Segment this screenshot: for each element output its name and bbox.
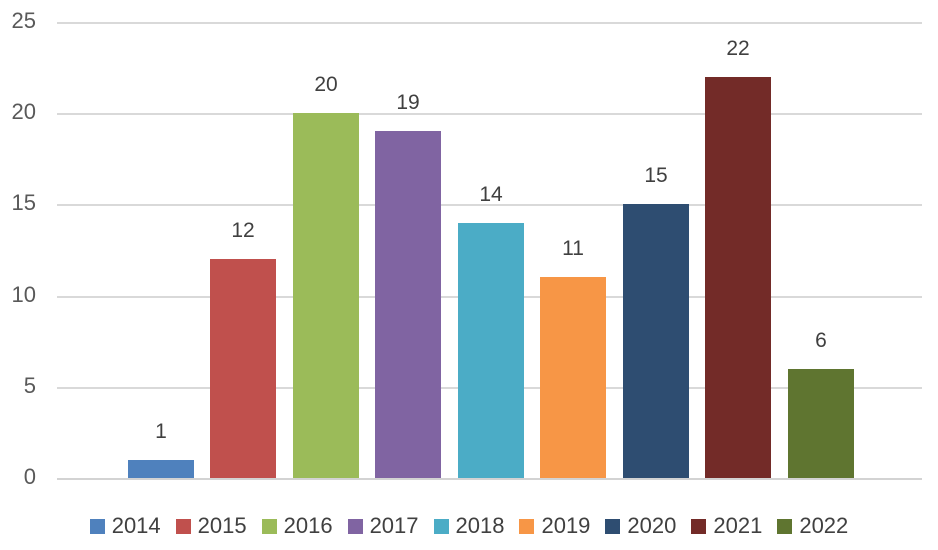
legend-item-2020: 2020 (605, 513, 676, 539)
legend-item-2016: 2016 (261, 513, 333, 539)
y-tick-label-0: 0 (23, 464, 36, 489)
legend-item-2018: 2018 (433, 513, 505, 539)
y-tick-label-20: 20 (11, 99, 36, 124)
legend-swatch-icon (605, 518, 621, 534)
bar-2014 (128, 460, 194, 478)
legend-swatch-icon (519, 518, 535, 534)
legend-swatch-icon (261, 518, 277, 534)
bar-2022 (788, 369, 854, 478)
y-tick-label-10: 10 (11, 282, 36, 307)
legend-swatch-icon (691, 518, 707, 534)
bar-2021 (705, 77, 771, 478)
y-tick-label-25: 25 (11, 8, 36, 33)
bar-2019 (540, 277, 606, 478)
legend-item-2021: 2021 (691, 513, 762, 539)
gridline-20 (57, 113, 922, 115)
legend-label: 2014 (111, 513, 161, 538)
legend-label: 2021 (713, 513, 763, 538)
legend-item-2022: 2022 (777, 513, 848, 539)
data-label-2016: 20 (314, 73, 338, 96)
data-label-2021: 22 (726, 37, 750, 60)
gridline-25 (57, 22, 922, 24)
bar-2018 (458, 223, 524, 478)
legend-label: 2016 (283, 513, 333, 538)
legend-item-2019: 2019 (519, 513, 590, 539)
bar-2017 (375, 131, 441, 478)
data-label-2018: 14 (479, 183, 503, 206)
data-label-2015: 12 (231, 219, 255, 242)
x-axis-line (57, 478, 922, 480)
gridline-15 (57, 204, 922, 206)
data-label-2014: 1 (155, 420, 167, 443)
legend-swatch-icon (347, 518, 363, 534)
y-tick-label-15: 15 (11, 190, 36, 215)
legend-label: 2019 (541, 513, 591, 538)
legend: 2014 2015 2016 2017 2018 2019 2020 2021 2022 (0, 511, 938, 541)
legend-swatch-icon (777, 518, 793, 534)
legend-label: 2022 (799, 513, 849, 538)
bar-2016 (293, 113, 359, 478)
legend-item-2017: 2017 (347, 513, 419, 539)
legend-label: 2017 (369, 513, 419, 538)
data-label-2022: 6 (815, 329, 827, 352)
legend-item-2014: 2014 (89, 513, 161, 539)
legend-item-2015: 2015 (175, 513, 247, 539)
y-tick-label-5: 5 (23, 373, 36, 398)
legend-swatch-icon (433, 518, 449, 534)
legend-swatch-icon (89, 518, 105, 534)
data-label-2020: 15 (644, 164, 668, 187)
data-label-2019: 11 (562, 237, 584, 260)
bar-2020 (623, 204, 689, 478)
legend-label: 2020 (627, 513, 677, 538)
bar-2015 (210, 259, 276, 478)
legend-swatch-icon (175, 518, 191, 534)
data-label-2017: 19 (396, 91, 420, 114)
legend-label: 2015 (197, 513, 247, 538)
legend-label: 2018 (455, 513, 505, 538)
